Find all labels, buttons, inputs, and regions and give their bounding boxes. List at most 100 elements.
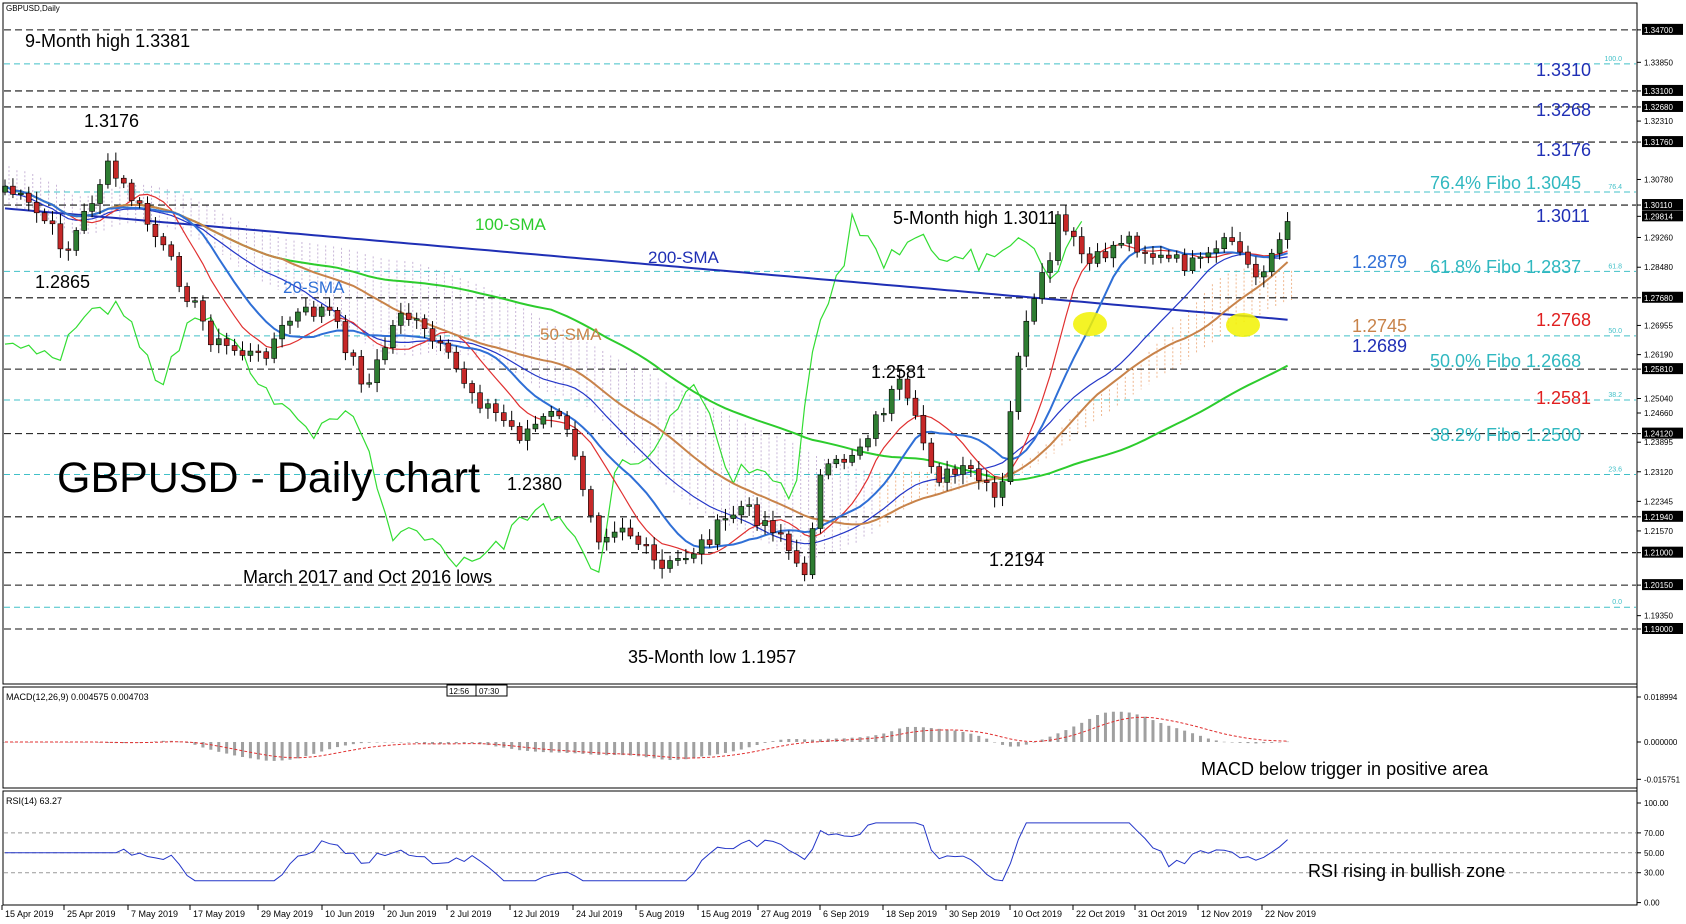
candle-body xyxy=(841,458,848,463)
date-tick-label: 10 Oct 2019 xyxy=(1013,909,1062,919)
macd-bar xyxy=(644,742,648,758)
candle-body xyxy=(200,300,206,322)
annotation-high-12581: 1.2581 xyxy=(871,362,926,382)
candle-body xyxy=(405,312,412,320)
candle-body xyxy=(1237,241,1243,253)
candle-body xyxy=(999,481,1006,498)
candle-body xyxy=(960,465,966,475)
macd-bar xyxy=(858,737,862,742)
macd-bar xyxy=(977,735,981,742)
price-tick-box xyxy=(1642,363,1683,375)
date-tick-label: 17 May 2019 xyxy=(193,909,245,919)
candle-body xyxy=(493,403,499,413)
macd-bar xyxy=(336,742,340,748)
candle-body xyxy=(1213,248,1220,254)
candle-body xyxy=(730,514,737,519)
macd-bar xyxy=(557,742,561,753)
macd-bar xyxy=(177,741,181,743)
macd-bar xyxy=(716,742,720,755)
macd-bar xyxy=(731,742,735,752)
macd-bar xyxy=(359,742,363,744)
candle-body xyxy=(1047,260,1053,273)
macd-bar xyxy=(193,742,197,745)
candle-body xyxy=(1102,251,1109,259)
candle-body xyxy=(675,558,681,561)
candle-body xyxy=(1268,252,1275,273)
sma-20-line xyxy=(4,185,1288,549)
candle-body xyxy=(1276,239,1283,254)
price-tick-box xyxy=(1642,510,1683,522)
macd-bar xyxy=(605,742,609,756)
price-tick-label: 1.30780 xyxy=(1644,175,1673,184)
date-tick-label: 12 Jul 2019 xyxy=(513,909,560,919)
candle-body xyxy=(1126,235,1133,244)
macd-bar xyxy=(320,742,324,752)
candle-body xyxy=(1110,244,1117,259)
macd-bar xyxy=(1167,725,1171,742)
macd-bar xyxy=(676,742,680,760)
candle-body xyxy=(10,185,16,195)
macd-bar xyxy=(1008,742,1012,747)
candle-body xyxy=(184,286,190,302)
level-label-12689: 1.2689 xyxy=(1352,336,1407,356)
macd-bar xyxy=(1024,742,1028,745)
macd-bar xyxy=(755,742,759,745)
candle-body xyxy=(643,544,650,547)
candlesticks xyxy=(2,152,1291,582)
macd-tick-label: 0.018994 xyxy=(1644,693,1678,702)
chikou-line xyxy=(4,211,1083,573)
macd-bar xyxy=(391,742,395,743)
candle-body xyxy=(279,324,285,340)
macd-bar xyxy=(771,741,775,742)
candle-body xyxy=(690,553,697,559)
macd-bar xyxy=(201,742,205,748)
macd-bar xyxy=(423,742,427,744)
rsi-note: RSI rising in bullish zone xyxy=(1308,861,1505,881)
price-axis: 1.34700 1.33850 1.33100 1.32680 1.32310 1.317… xyxy=(1637,23,1683,634)
macd-bar xyxy=(66,742,70,743)
date-tick-label: 22 Oct 2019 xyxy=(1076,909,1125,919)
candle-body xyxy=(659,559,665,569)
macd-bar xyxy=(1016,742,1020,747)
price-tick-label: 1.31760 xyxy=(1644,138,1673,147)
price-tick-label: 1.30110 xyxy=(1644,201,1673,210)
candle-body xyxy=(1245,251,1251,265)
price-tick-box xyxy=(1642,84,1683,96)
macd-signal-line xyxy=(5,716,1288,759)
candle-body xyxy=(548,411,555,417)
date-axis: 15 Apr 2019 25 Apr 2019 7 May 2019 17 May 2… xyxy=(1,905,1316,919)
macd-bar xyxy=(161,740,165,742)
macd-bar xyxy=(866,736,870,742)
macd-bar xyxy=(264,742,268,761)
candle-body xyxy=(738,506,745,516)
candle-body xyxy=(461,368,467,384)
macd-bar xyxy=(1286,741,1290,743)
macd-bar xyxy=(581,742,585,754)
macd-bar xyxy=(1088,718,1092,742)
candle-body xyxy=(453,351,460,369)
candle-body xyxy=(540,416,547,425)
rsi-tick-label: 50.00 xyxy=(1644,849,1665,858)
candle-body xyxy=(113,160,119,179)
candle-body xyxy=(920,415,927,444)
macd-bar xyxy=(494,742,498,747)
macd-label: MACD(12,26,9) 0.004575 0.004703 xyxy=(6,692,149,702)
candle-body xyxy=(105,160,111,185)
macd-bar xyxy=(272,742,276,761)
macd-bar xyxy=(248,742,252,759)
macd-bar xyxy=(138,742,142,743)
price-tick-box xyxy=(1642,579,1683,591)
macd-bar xyxy=(1270,742,1274,743)
rsi-line: 100.00 70.00 50.00 30.00 0.00 xyxy=(4,799,1669,908)
candle-body xyxy=(983,480,990,483)
macd-bar xyxy=(993,742,997,743)
fib-small-label: 0.0 xyxy=(1612,599,1622,606)
macd-bar xyxy=(1246,742,1250,744)
candle-body xyxy=(128,182,135,201)
macd-bar xyxy=(343,742,347,746)
macd-bar xyxy=(526,742,530,751)
macd-bar xyxy=(1278,742,1282,743)
macd-bar xyxy=(296,742,300,759)
candle-body xyxy=(1189,257,1196,272)
date-tick-label: 7 May 2019 xyxy=(131,909,178,919)
